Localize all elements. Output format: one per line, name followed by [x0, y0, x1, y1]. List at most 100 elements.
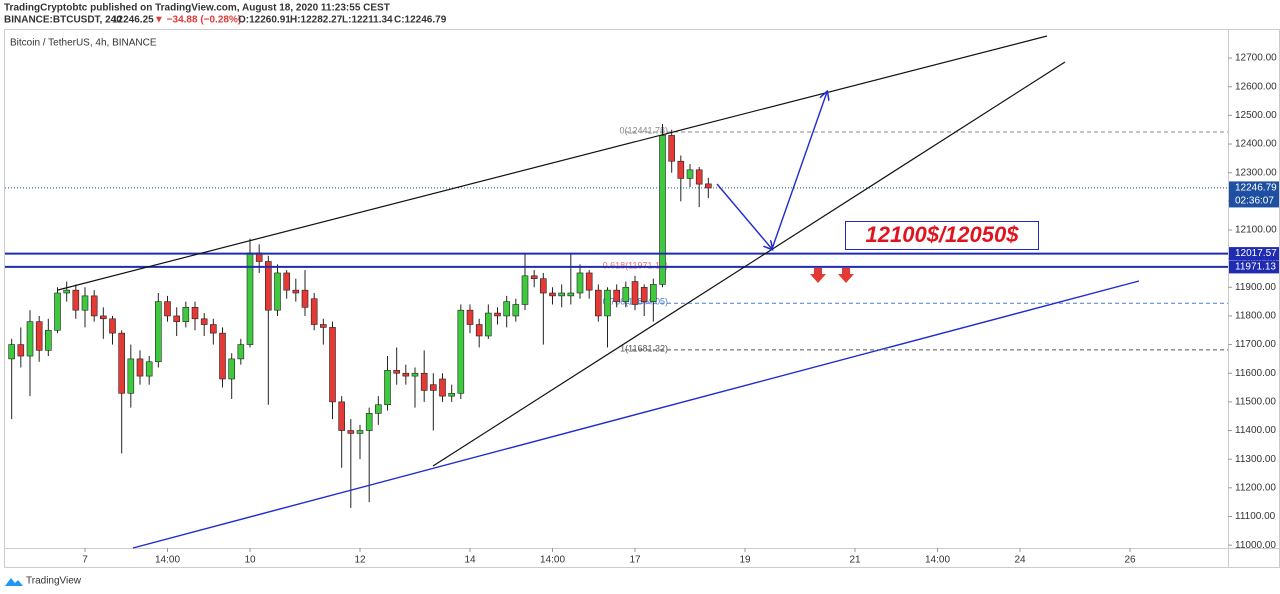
countdown: 02:36:07 — [1235, 196, 1274, 207]
symbol: BINANCE:BTCUSDT, 240 — [4, 15, 122, 26]
close: C:12246.79 — [394, 15, 447, 26]
candle-body — [191, 307, 199, 320]
candle-body — [631, 281, 639, 305]
arrow — [771, 92, 827, 250]
candle-body — [512, 304, 520, 317]
candle-body — [338, 401, 345, 431]
y-tick-label: 11200.00 — [1235, 482, 1276, 493]
candle-body — [420, 372, 428, 391]
candle-body — [347, 430, 355, 434]
candle-body — [219, 332, 226, 380]
drawings: 12100$/12050$ — [57, 35, 1140, 549]
change: ▼ −34.88 (−0.28%) — [154, 15, 241, 26]
candle-body — [17, 344, 25, 357]
candle-body — [705, 183, 712, 189]
candle-body — [301, 289, 309, 308]
x-tick-label: 14:00 — [540, 555, 565, 566]
y-tick-label: 11100.00 — [1235, 511, 1276, 522]
candle-body — [200, 318, 208, 325]
y-tick-label: 12400.00 — [1235, 139, 1277, 150]
level-label: 11971.13 — [1235, 262, 1276, 273]
x-tick-label: 14:00 — [155, 555, 180, 566]
x-tick-label: 21 — [849, 555, 861, 566]
candle-body — [63, 289, 70, 294]
x-tick-label: 17 — [629, 555, 641, 566]
candle-body — [283, 272, 290, 291]
candle-body — [265, 261, 272, 311]
candle-body — [384, 370, 391, 406]
candle-body — [430, 384, 437, 391]
candle-body — [475, 324, 483, 337]
y-tick-label: 11400.00 — [1235, 425, 1276, 436]
candle-body — [576, 272, 584, 294]
footer: TradingView — [5, 576, 82, 587]
candle-body — [503, 301, 510, 317]
candle-body — [329, 327, 336, 403]
candle-body — [274, 272, 281, 311]
candle-body — [494, 312, 501, 317]
level-label-bg — [1229, 247, 1279, 261]
candle-body — [530, 275, 538, 279]
fib-label: 0.618(11971.13) — [603, 260, 668, 270]
candle-body — [375, 404, 382, 414]
candle-body — [320, 324, 327, 328]
candle-body — [228, 358, 235, 380]
candle-body — [393, 370, 400, 374]
x-tick-label: 19 — [739, 555, 751, 566]
x-tick-label: 24 — [1014, 555, 1026, 566]
y-tick-label: 11800.00 — [1235, 311, 1276, 322]
candle-body — [35, 321, 43, 351]
candle-body — [650, 284, 657, 302]
candle-body — [155, 301, 162, 363]
candle-body — [210, 324, 217, 334]
candle-body — [118, 332, 125, 394]
candle-body — [439, 378, 446, 397]
candle-body — [558, 292, 565, 297]
x-tick-label: 14:00 — [925, 555, 950, 566]
y-tick-label: 11900.00 — [1235, 282, 1276, 293]
candle-body — [173, 315, 180, 322]
candle-body — [237, 344, 245, 360]
candle-body — [613, 289, 620, 302]
level-label-bg — [1229, 260, 1279, 274]
candle-body — [54, 292, 61, 331]
candle-body — [457, 309, 465, 394]
candle-body — [695, 169, 703, 185]
candle-body — [72, 289, 80, 311]
last-price-label: 12246.79 — [1235, 183, 1277, 194]
x-tick-label: 26 — [1124, 555, 1136, 566]
candle-body — [402, 372, 410, 377]
candle-body — [540, 278, 547, 294]
y-tick-label: 11500.00 — [1235, 397, 1276, 408]
x-tick-label: 10 — [244, 555, 256, 566]
low: L:12211.34 — [342, 15, 393, 26]
y-tick-label: 12500.00 — [1235, 110, 1277, 121]
candle-body — [640, 286, 648, 302]
y-tick-label: 11600.00 — [1235, 368, 1276, 379]
logo — [5, 578, 23, 586]
candle-body — [567, 292, 575, 297]
y-tick-label: 11700.00 — [1235, 339, 1276, 350]
candle-body — [604, 289, 611, 317]
candle-body — [90, 295, 98, 317]
candle-body — [292, 289, 300, 294]
footer-text: TradingView — [26, 576, 82, 587]
candle-body — [145, 361, 153, 377]
y-tick-label: 12600.00 — [1235, 81, 1277, 92]
candle-body — [668, 135, 675, 162]
y-tick-label: 11300.00 — [1235, 454, 1276, 465]
candle-body — [356, 430, 364, 434]
header-quote: BINANCE:BTCUSDT, 240 12246.25 ▼ −34.88 (… — [4, 15, 447, 26]
y-tick-label: 11000.00 — [1235, 540, 1276, 551]
last: 12246.25 — [112, 15, 154, 26]
candle-body — [677, 160, 685, 179]
candle-body — [109, 318, 116, 334]
annotation-box — [845, 221, 1039, 250]
candle-body — [521, 275, 529, 305]
candle-body — [622, 286, 630, 302]
candle-body — [549, 292, 556, 297]
y-tick-label: 12700.00 — [1235, 53, 1277, 64]
candle-body — [485, 312, 492, 337]
